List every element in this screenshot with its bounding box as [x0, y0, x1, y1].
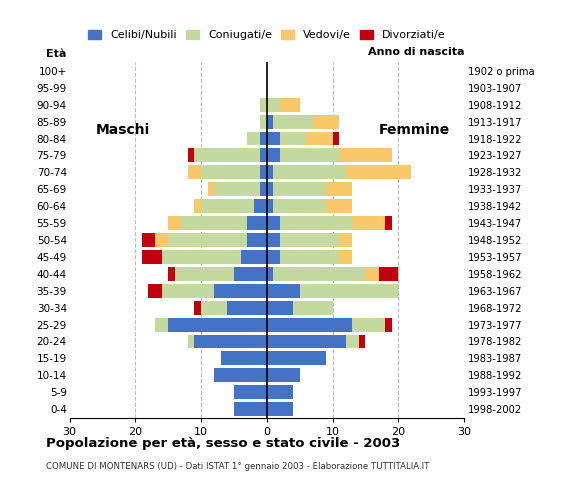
Bar — [142, 250, 162, 264]
Bar — [260, 98, 267, 112]
Bar — [280, 233, 339, 247]
Bar — [234, 385, 267, 399]
Bar — [260, 166, 267, 179]
Bar — [267, 335, 346, 348]
Bar — [182, 216, 247, 230]
Bar — [194, 301, 201, 314]
Bar — [267, 351, 326, 365]
Bar — [267, 385, 293, 399]
Bar — [359, 335, 365, 348]
Bar — [267, 402, 293, 416]
Text: Popolazione per età, sesso e stato civile - 2003: Popolazione per età, sesso e stato civil… — [46, 437, 401, 451]
Bar — [326, 182, 352, 196]
Bar — [247, 233, 267, 247]
Bar — [267, 233, 280, 247]
Bar — [168, 318, 267, 332]
Bar — [273, 166, 346, 179]
Bar — [273, 267, 365, 281]
Bar — [260, 115, 267, 129]
Bar — [168, 267, 175, 281]
Bar — [379, 267, 398, 281]
Bar — [201, 166, 260, 179]
Bar — [194, 148, 260, 162]
Bar — [267, 250, 280, 264]
Bar — [352, 318, 385, 332]
Bar — [346, 335, 359, 348]
Bar — [241, 250, 267, 264]
Text: COMUNE DI MONTENARS (UD) - Dati ISTAT 1° gennaio 2003 - Elaborazione TUTTITALIA.: COMUNE DI MONTENARS (UD) - Dati ISTAT 1°… — [46, 462, 430, 471]
Bar — [247, 132, 260, 145]
Bar — [267, 199, 273, 213]
Legend: Celibi/Nubili, Coniugati/e, Vedovi/e, Divorziati/e: Celibi/Nubili, Coniugati/e, Vedovi/e, Di… — [84, 25, 450, 45]
Bar — [247, 216, 267, 230]
Bar — [155, 318, 168, 332]
Bar — [267, 148, 280, 162]
Bar — [221, 351, 267, 365]
Text: Femmine: Femmine — [379, 123, 450, 137]
Text: Età: Età — [46, 49, 66, 59]
Bar — [273, 115, 313, 129]
Bar — [273, 199, 326, 213]
Bar — [194, 335, 267, 348]
Bar — [260, 132, 267, 145]
Bar — [267, 267, 273, 281]
Bar — [227, 301, 267, 314]
Bar — [175, 267, 234, 281]
Bar — [201, 301, 227, 314]
Bar — [168, 233, 247, 247]
Bar — [267, 284, 300, 298]
Bar — [188, 166, 201, 179]
Bar — [214, 368, 267, 382]
Bar — [142, 233, 155, 247]
Bar — [306, 132, 332, 145]
Bar — [293, 301, 332, 314]
Bar — [267, 132, 280, 145]
Bar — [188, 335, 194, 348]
Bar — [194, 199, 201, 213]
Bar — [267, 216, 280, 230]
Bar — [280, 148, 339, 162]
Bar — [267, 115, 273, 129]
Bar — [214, 284, 267, 298]
Bar — [201, 199, 253, 213]
Bar — [280, 250, 339, 264]
Bar — [280, 98, 300, 112]
Bar — [352, 216, 385, 230]
Bar — [313, 115, 339, 129]
Bar — [253, 199, 267, 213]
Bar — [365, 267, 379, 281]
Bar — [208, 182, 214, 196]
Bar — [214, 182, 260, 196]
Bar — [162, 250, 241, 264]
Bar — [332, 132, 339, 145]
Bar — [280, 216, 352, 230]
Bar — [346, 166, 411, 179]
Bar — [168, 216, 182, 230]
Bar — [267, 98, 280, 112]
Bar — [162, 284, 214, 298]
Bar — [280, 132, 306, 145]
Bar — [267, 368, 300, 382]
Bar — [234, 402, 267, 416]
Text: Anno di nascita: Anno di nascita — [368, 47, 464, 57]
Bar — [339, 148, 392, 162]
Bar — [188, 148, 194, 162]
Bar — [339, 250, 352, 264]
Bar — [267, 182, 273, 196]
Bar — [155, 233, 168, 247]
Bar — [267, 318, 352, 332]
Bar — [300, 284, 398, 298]
Bar — [260, 182, 267, 196]
Bar — [234, 267, 267, 281]
Bar — [273, 182, 326, 196]
Bar — [385, 318, 392, 332]
Bar — [339, 233, 352, 247]
Bar — [148, 284, 162, 298]
Bar — [267, 301, 293, 314]
Bar — [385, 216, 392, 230]
Bar — [267, 166, 273, 179]
Bar — [326, 199, 352, 213]
Text: Maschi: Maschi — [96, 123, 150, 137]
Bar — [260, 148, 267, 162]
